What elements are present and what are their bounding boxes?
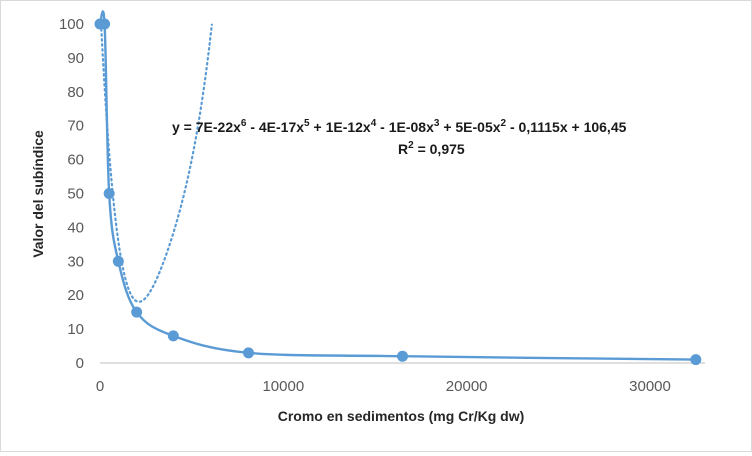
y-tick-label: 70 (67, 118, 84, 135)
eq-exp2: 2 (501, 118, 507, 129)
trendline-equation: y = 7E-22x6 - 4E-17x5 + 1E-12x4 - 1E-08x… (172, 118, 627, 135)
data-point (690, 354, 702, 366)
eq-prefix: y = 7E-22x (172, 119, 241, 135)
data-point (131, 306, 143, 318)
data-point (99, 18, 111, 30)
x-tick-label: 10000 (262, 378, 304, 395)
y-tick-label: 40 (67, 219, 84, 236)
y-tick-labels: 0 10 20 30 40 50 60 70 80 90 100 (59, 16, 84, 372)
x-tick-label: 20000 (446, 378, 488, 395)
data-point (243, 347, 254, 359)
y-tick-label: 50 (67, 186, 84, 203)
y-tick-label: 30 (67, 253, 84, 270)
r2-sup: 2 (408, 140, 414, 151)
eq-term5: - 4E-17x (246, 119, 304, 135)
y-tick-label: 60 (67, 152, 84, 169)
trendline-r2: R2 = 0,975 (398, 140, 465, 157)
series-line (98, 10, 696, 361)
eq-term2: + 5E-05x (439, 119, 500, 135)
trendline (100, 23, 213, 303)
y-tick-label: 90 (67, 50, 84, 67)
y-tick-label: 80 (67, 84, 84, 101)
eq-exp5: 5 (304, 118, 310, 129)
x-tick-labels: 0 10000 20000 30000 (96, 378, 671, 395)
x-tick-label: 30000 (629, 378, 671, 395)
data-point (167, 330, 179, 342)
y-tick-label: 10 (67, 321, 84, 338)
eq-exp6: 6 (241, 118, 247, 129)
y-tick-label: 0 (76, 355, 84, 372)
data-points (94, 18, 702, 366)
plot-area (94, 10, 702, 366)
x-tick-label: 0 (96, 378, 104, 395)
r2-prefix: R (398, 141, 408, 157)
y-tick-label: 20 (67, 287, 84, 304)
eq-exp3: 3 (434, 118, 440, 129)
eq-exp4: 4 (371, 118, 377, 129)
y-tick-label: 100 (59, 16, 84, 33)
data-point (397, 350, 408, 362)
data-point (103, 188, 115, 199)
x-axis-title: Cromo en sedimentos (mg Cr/Kg dw) (278, 408, 525, 424)
y-axis-title: Valor del subíndice (30, 130, 46, 258)
r2-tail: = 0,975 (414, 141, 465, 157)
eq-term4: + 1E-12x (310, 119, 371, 135)
eq-term3: - 1E-08x (376, 119, 434, 135)
data-point (112, 255, 124, 267)
eq-tail: - 0,1115x + 106,45 (506, 119, 626, 135)
